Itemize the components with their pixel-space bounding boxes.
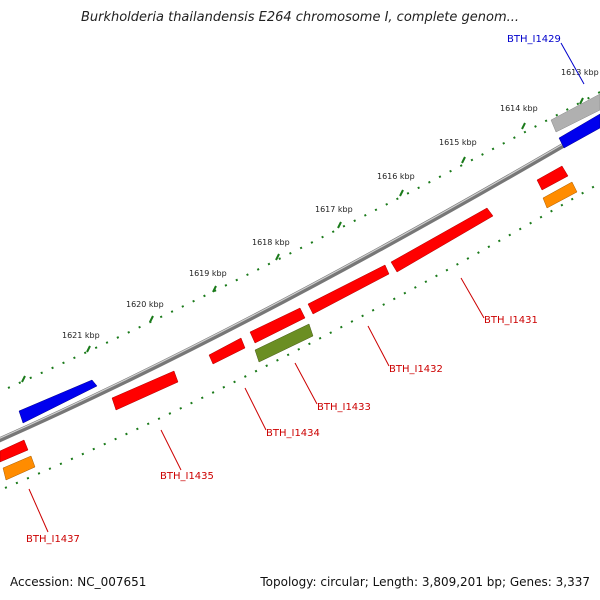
gene-BTH_I1433-upper[interactable] [249, 307, 306, 344]
gene-label-BTH_I1429[interactable]: BTH_I1429 [507, 34, 561, 45]
gene-BTH_I1435[interactable] [111, 370, 179, 411]
gene-label-BTH_I1435[interactable]: BTH_I1435 [160, 471, 214, 482]
gene-BTH_I1431[interactable] [390, 207, 494, 273]
gene-label-BTH_I1432[interactable]: BTH_I1432 [389, 364, 443, 375]
kbp-label-1615: 1615 kbp [439, 138, 477, 147]
gene-orange-right[interactable] [542, 181, 578, 209]
gene-BTH_I1433-olive[interactable] [254, 323, 314, 363]
gene-label-BTH_I1431[interactable]: BTH_I1431 [484, 315, 538, 326]
outer-tick-ring [7, 91, 600, 389]
kbp-label-1617: 1617 kbp [315, 205, 353, 214]
kbp-label-1614: 1614 kbp [500, 104, 538, 113]
gene-BTH_I1437-orange[interactable] [2, 455, 36, 481]
gene-BTH_I1437-red[interactable] [0, 439, 29, 463]
genome-summary-text: Topology: circular; Length: 3,809,201 bp… [260, 575, 590, 589]
label-leaders [28, 277, 485, 533]
kbp-label-1618: 1618 kbp [252, 238, 290, 247]
gene-BTH_I1429-gray[interactable] [550, 93, 600, 133]
gene-BTH_I1432[interactable] [307, 264, 390, 315]
gene-label-BTH_I1437[interactable]: BTH_I1437 [26, 534, 80, 545]
gene-BTH_I1434[interactable] [208, 337, 246, 365]
gene-red-small-right[interactable] [536, 165, 569, 191]
kbp-label-1616: 1616 kbp [377, 172, 415, 181]
gene-blue-left[interactable] [18, 379, 98, 424]
kbp-label-1620: 1620 kbp [126, 300, 164, 309]
map-title: Burkholderia thailandensis E264 chromoso… [80, 10, 520, 25]
gene-blue-right[interactable] [558, 113, 600, 149]
blue-leader [560, 42, 585, 85]
kbp-label-1613: 1613 kbp [561, 68, 599, 77]
kbp-label-1619: 1619 kbp [189, 269, 227, 278]
gene-label-BTH_I1433[interactable]: BTH_I1433 [317, 402, 371, 413]
accession-text: Accession: NC_007651 [10, 575, 147, 589]
kbp-label-1621: 1621 kbp [62, 331, 100, 340]
gene-label-BTH_I1434[interactable]: BTH_I1434 [266, 428, 320, 439]
chromosome-backbone [0, 120, 600, 443]
major-ticks [21, 97, 584, 383]
